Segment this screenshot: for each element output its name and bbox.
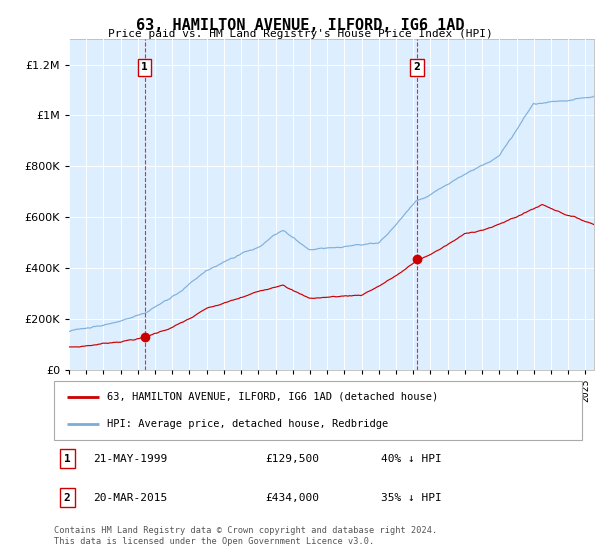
- Text: 20-MAR-2015: 20-MAR-2015: [94, 493, 168, 503]
- Text: 1: 1: [141, 62, 148, 72]
- Text: HPI: Average price, detached house, Redbridge: HPI: Average price, detached house, Redb…: [107, 419, 388, 429]
- Text: 35% ↓ HPI: 35% ↓ HPI: [382, 493, 442, 503]
- Text: 63, HAMILTON AVENUE, ILFORD, IG6 1AD: 63, HAMILTON AVENUE, ILFORD, IG6 1AD: [136, 18, 464, 33]
- Text: £434,000: £434,000: [265, 493, 319, 503]
- Text: 2: 2: [413, 62, 421, 72]
- Text: 63, HAMILTON AVENUE, ILFORD, IG6 1AD (detached house): 63, HAMILTON AVENUE, ILFORD, IG6 1AD (de…: [107, 391, 438, 402]
- Text: 2: 2: [64, 493, 71, 503]
- Text: £129,500: £129,500: [265, 454, 319, 464]
- Text: Price paid vs. HM Land Registry's House Price Index (HPI): Price paid vs. HM Land Registry's House …: [107, 29, 493, 39]
- Text: Contains HM Land Registry data © Crown copyright and database right 2024.
This d: Contains HM Land Registry data © Crown c…: [54, 526, 437, 546]
- FancyBboxPatch shape: [54, 381, 582, 440]
- Text: 1: 1: [64, 454, 71, 464]
- Text: 21-MAY-1999: 21-MAY-1999: [94, 454, 168, 464]
- Text: 40% ↓ HPI: 40% ↓ HPI: [382, 454, 442, 464]
